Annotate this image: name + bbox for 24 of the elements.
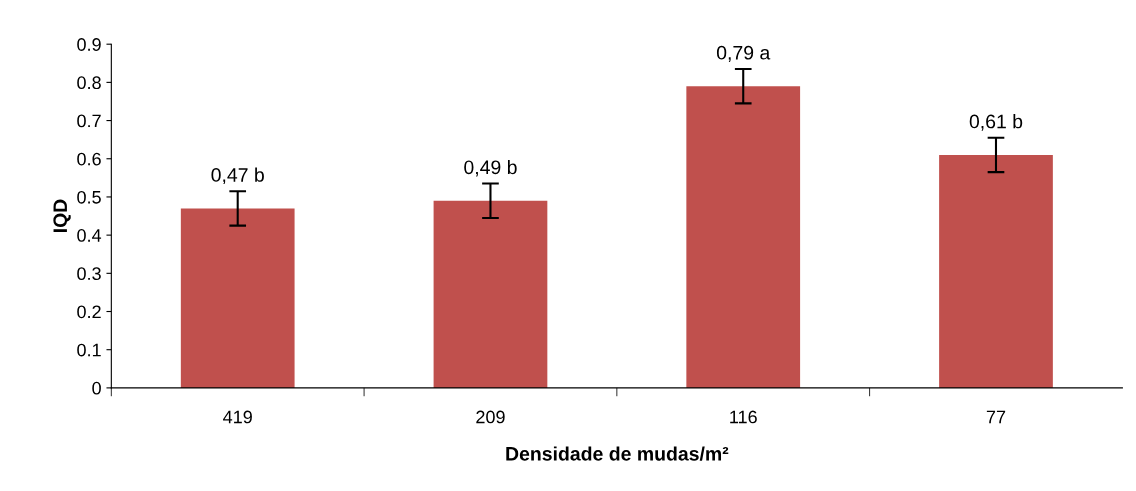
y-axis-title: IQD <box>53 199 71 233</box>
data-label: 0,47 b <box>211 167 264 185</box>
bar <box>180 208 295 388</box>
y-tick-label: 0.8 <box>77 76 101 90</box>
x-tick-label: 419 <box>223 410 252 424</box>
x-axis-title: Densidade de mudas/m² <box>506 446 729 461</box>
y-tick-label: 0 <box>92 381 101 395</box>
data-label: 0,79 a <box>716 45 771 62</box>
x-tick-label: 77 <box>986 410 1006 424</box>
y-tick-label: 0.1 <box>77 343 101 357</box>
data-label: 0,49 b <box>464 159 517 177</box>
data-label: 0,61 b <box>969 114 1023 131</box>
y-tick-label: 0.3 <box>77 267 101 281</box>
x-tick-label: 116 <box>730 410 757 424</box>
y-tick-label: 0.2 <box>77 305 101 319</box>
bar <box>433 200 548 388</box>
y-tick-label: 0.9 <box>77 38 101 51</box>
x-tick-label: 209 <box>476 410 505 424</box>
y-tick-label: 0.6 <box>77 152 101 166</box>
y-tick-label: 0.4 <box>77 229 102 242</box>
y-tick-label: 0.7 <box>77 114 101 128</box>
bar <box>939 154 1053 388</box>
y-tick-label: 0.5 <box>77 190 101 204</box>
bar <box>686 86 801 388</box>
